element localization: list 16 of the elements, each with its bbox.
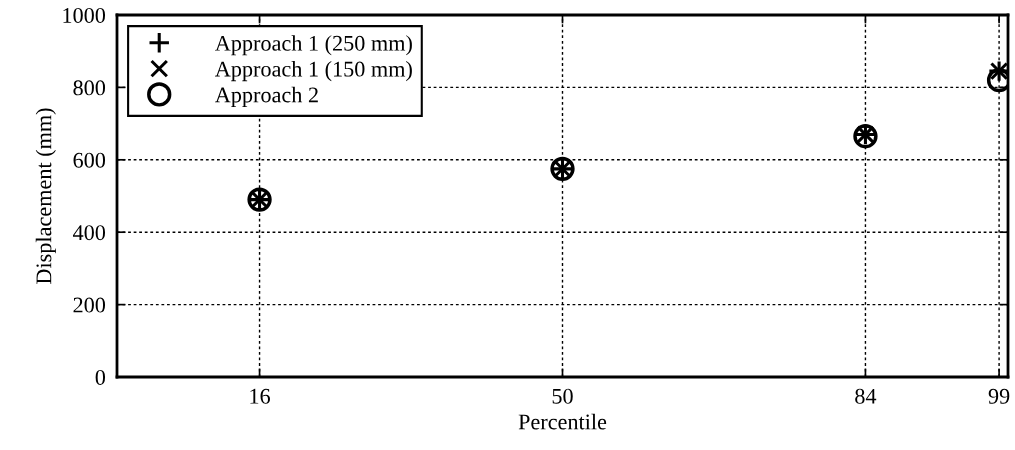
y-tick-label: 600 (73, 152, 106, 168)
x-tick-label: 84 (855, 388, 877, 404)
y-tick-label: 200 (73, 297, 106, 313)
y-tick-label: 400 (72, 225, 106, 241)
legend-label: Approach 2 (215, 86, 318, 107)
x-axis-title: Percentile (518, 413, 607, 430)
y-tick-label: 800 (73, 80, 106, 96)
legend-label: Approach 1 (250 mm) (215, 35, 412, 56)
y-axis-title: Displacement (mm) (35, 108, 56, 284)
x-tick-label: 50 (552, 388, 573, 404)
point (986, 68, 1008, 93)
x-tick-label: 16 (250, 388, 271, 404)
x-tick-label: 99 (988, 388, 1010, 404)
y-tick-label: 0 (95, 369, 106, 385)
y-tick-label: 1000 (63, 7, 106, 23)
legend-label: Approach 1 (150 mm) (215, 60, 412, 82)
